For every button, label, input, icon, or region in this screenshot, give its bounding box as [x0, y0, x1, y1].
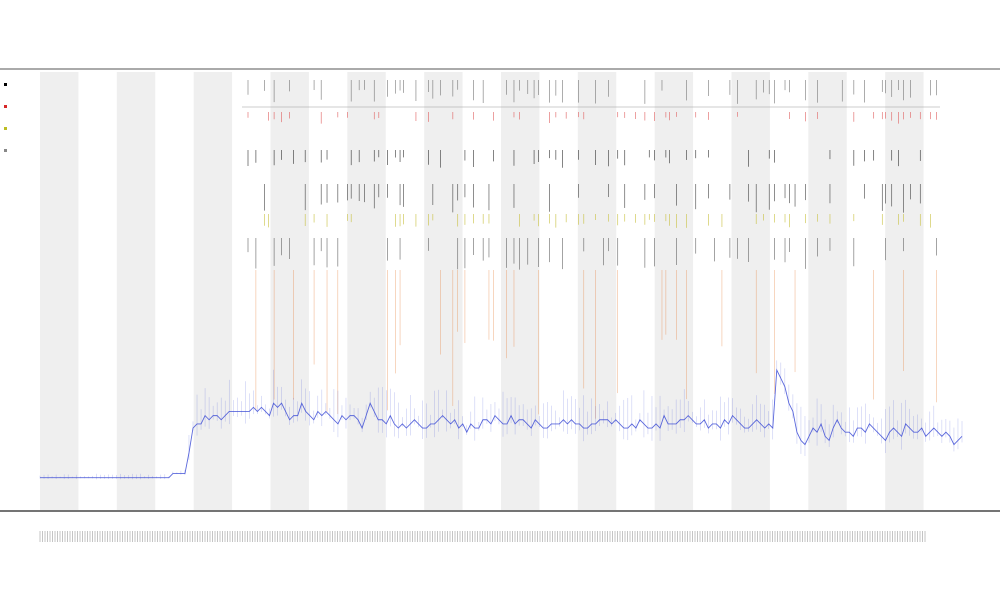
- legend-swatch: [4, 127, 7, 130]
- shaded-band: [40, 72, 79, 510]
- shaded-band: [116, 72, 156, 510]
- shaded-band: [885, 72, 924, 510]
- event-lines: [255, 270, 937, 419]
- legend-swatch: [4, 83, 7, 86]
- shaded-bands: [40, 72, 924, 510]
- shaded-band: [270, 72, 309, 510]
- shaded-band: [654, 72, 694, 510]
- trace-series: [39, 360, 963, 480]
- legend: [4, 83, 7, 152]
- shaded-band: [808, 72, 847, 510]
- event-marker-rows: [242, 80, 940, 270]
- x-tick-labels: [39, 531, 926, 542]
- shaded-band: [424, 72, 463, 510]
- shaded-band: [731, 72, 770, 510]
- shaded-band: [501, 72, 540, 510]
- legend-swatch: [4, 105, 7, 108]
- trace-line: [40, 368, 963, 479]
- shaded-band: [577, 72, 617, 510]
- shaded-band: [347, 72, 386, 510]
- legend-swatch: [4, 149, 7, 152]
- shaded-band: [193, 72, 233, 510]
